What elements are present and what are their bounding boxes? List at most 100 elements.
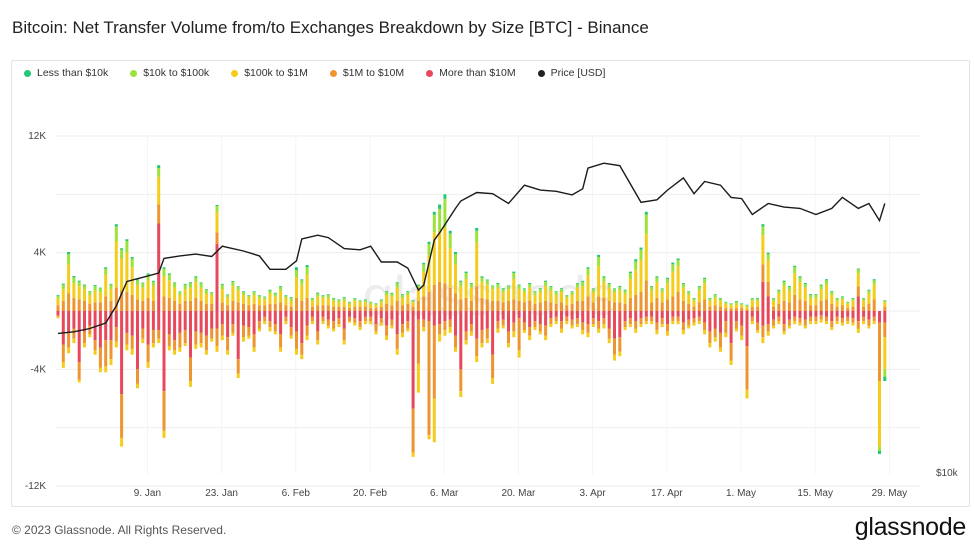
legend-item-more-than-10m[interactable]: More than $10M	[426, 67, 516, 79]
bar-segment	[803, 325, 807, 329]
bar-segment	[512, 278, 516, 300]
bar-segment	[406, 292, 410, 295]
bar-segment	[109, 283, 113, 285]
bar-segment	[257, 295, 261, 296]
bar-segment	[348, 303, 351, 309]
bar-segment	[856, 321, 860, 329]
bar-segment	[793, 311, 797, 317]
bar-segment	[803, 311, 807, 320]
bar-segment	[83, 289, 86, 301]
bar-segment	[485, 311, 489, 329]
bar-segment	[98, 347, 102, 368]
bar-segment	[226, 337, 230, 351]
bar-segment	[872, 284, 876, 300]
bar-segment	[104, 296, 108, 311]
bar-segment	[676, 259, 680, 266]
bar-segment	[501, 302, 505, 311]
bar-segment	[146, 344, 150, 363]
bar-segment	[586, 332, 590, 338]
bar-segment	[98, 311, 102, 348]
bar-segment	[485, 338, 489, 344]
bar-segment	[623, 303, 627, 311]
bar-segment	[719, 300, 722, 307]
bar-segment	[279, 290, 283, 303]
bar-segment	[385, 311, 389, 326]
bar-segment	[607, 287, 611, 301]
bar-segment	[469, 300, 473, 311]
bar-segment	[104, 268, 108, 275]
bar-segment	[692, 311, 696, 319]
bar-segment	[67, 251, 71, 255]
bar-segment	[390, 293, 394, 297]
bar-segment	[496, 287, 500, 301]
bar-segment	[777, 303, 781, 311]
bar-segment	[305, 335, 309, 341]
bar-segment	[644, 311, 648, 317]
bar-segment	[533, 321, 537, 328]
bar-segment	[586, 324, 590, 333]
bar-segment	[787, 319, 791, 326]
bar-segment	[289, 297, 293, 301]
bar-segment	[454, 335, 457, 348]
x-tick-label: 1. May	[726, 488, 756, 499]
legend-item-10k-to-100k[interactable]: $10k to $100k	[130, 67, 209, 79]
y-tick-label: 4K	[34, 248, 47, 259]
bar-segment	[242, 337, 245, 342]
bar-segment	[464, 273, 468, 279]
legend-item-price[interactable]: Price [USD]	[537, 67, 605, 79]
price-line	[57, 162, 886, 335]
bar-segment	[247, 311, 251, 328]
bar-segment	[353, 298, 357, 301]
bar-segment	[734, 328, 738, 332]
bar-segment	[162, 296, 166, 311]
bar-segment	[353, 322, 357, 326]
bar-segment	[316, 305, 320, 311]
bar-segment	[830, 292, 834, 295]
bar-segment	[814, 297, 818, 306]
bar-segment	[268, 290, 272, 294]
bar-segment	[528, 311, 532, 328]
bar-segment	[734, 308, 738, 311]
bar-segment	[676, 258, 680, 260]
legend-item-less-than-10k[interactable]: Less than $10k	[24, 67, 108, 79]
bar-segment	[390, 319, 394, 326]
bar-segment	[862, 298, 866, 301]
bar-segment	[167, 273, 171, 275]
bar-segment	[623, 293, 627, 304]
bar-segment	[856, 286, 860, 297]
bar-segment	[644, 233, 648, 281]
bar-segment	[252, 294, 256, 304]
legend-item-100k-to-1m[interactable]: $100k to $1M	[231, 67, 308, 79]
bar-segment	[189, 287, 192, 301]
bar-segment	[724, 311, 728, 322]
bar-segment	[496, 283, 500, 285]
bar-segment	[814, 311, 818, 317]
bar-segment	[120, 394, 124, 438]
bar-segment	[77, 379, 81, 383]
legend-label: $100k to $1M	[244, 67, 308, 79]
bar-segment	[761, 311, 765, 326]
bar-segment	[210, 292, 214, 295]
bar-segment	[602, 318, 606, 325]
bar-segment	[586, 311, 590, 325]
bar-segment	[628, 311, 632, 319]
bar-segment	[257, 295, 261, 298]
bar-segment	[448, 248, 452, 288]
bar-segment	[613, 288, 616, 290]
bar-segment	[507, 286, 510, 290]
bar-segment	[544, 311, 548, 326]
bar-segment	[61, 283, 65, 285]
legend-item-1m-to-10m[interactable]: $1M to $10M	[329, 67, 404, 79]
bar-segment	[273, 293, 277, 297]
bar-segment	[406, 303, 410, 311]
bar-segment	[787, 325, 791, 329]
bar-segment	[650, 286, 654, 291]
bar-segment	[565, 311, 569, 317]
bar-segment	[247, 295, 251, 296]
bar-segment	[740, 305, 744, 309]
bar-segment	[284, 297, 288, 306]
bar-segment	[697, 311, 701, 317]
bar-segment	[263, 316, 267, 322]
bar-segment	[173, 340, 177, 351]
bar-segment	[613, 289, 616, 293]
